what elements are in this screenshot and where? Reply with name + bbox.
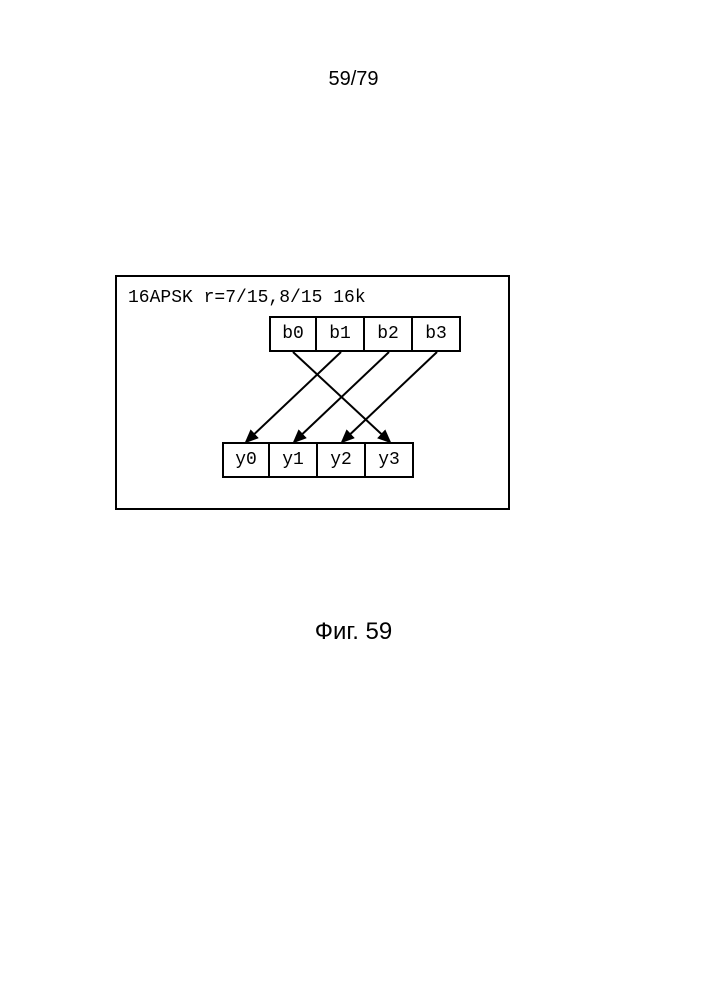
output-symbol-row: y0 y1 y2 y3	[222, 442, 414, 478]
bit-cell: b1	[317, 316, 365, 352]
symbol-cell: y1	[270, 442, 318, 478]
bit-cell: b2	[365, 316, 413, 352]
input-bit-row: b0 b1 b2 b3	[269, 316, 461, 352]
figure-title: 16APSK r=7/15,8/15 16k	[128, 288, 366, 308]
symbol-cell: y0	[222, 442, 270, 478]
page-number: 59/79	[0, 68, 707, 91]
symbol-cell: y2	[318, 442, 366, 478]
symbol-cell: y3	[366, 442, 414, 478]
bit-cell: b3	[413, 316, 461, 352]
figure-caption: Фиг. 59	[0, 618, 707, 646]
bit-cell: b0	[269, 316, 317, 352]
